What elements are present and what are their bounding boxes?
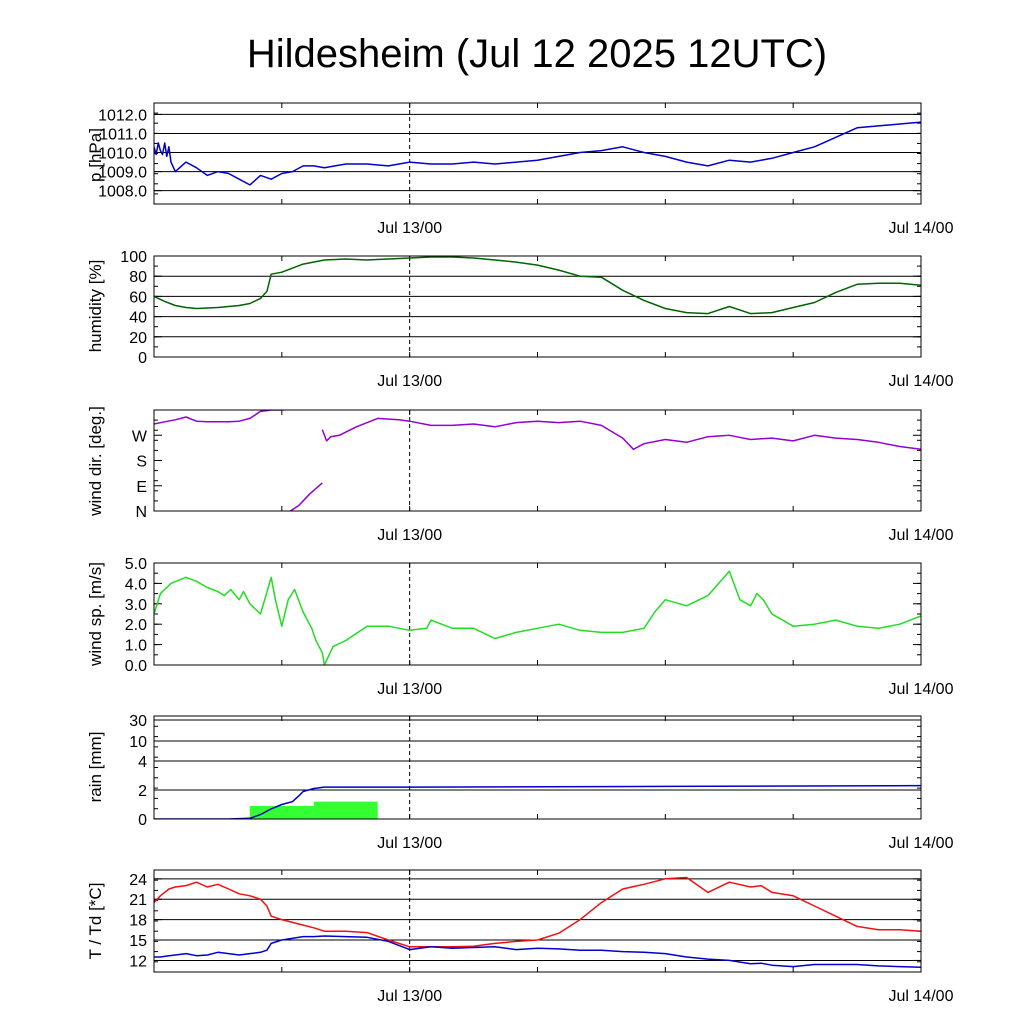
humidity-ytick-label: 60 [129, 289, 147, 306]
humidity-ylabel: humidity [%] [86, 260, 105, 353]
pressure-xtick-label: Jul 13/00 [377, 220, 442, 237]
wind_speed-ytick-label: 4.0 [125, 576, 147, 593]
wind_direction-frame [153, 409, 922, 512]
wind_direction-ytick-label: E [136, 479, 147, 496]
wind_speed-xtick-label: Jul 14/00 [889, 681, 954, 698]
wind_speed-line [154, 570, 921, 665]
rain-ytick-label: 10 [129, 734, 147, 751]
wind_direction-line-segment [321, 417, 921, 451]
rain-frame [153, 715, 922, 820]
pressure-ylabel: p [hPa] [86, 128, 105, 182]
pressure-panel: 1008.0 1009.0 1010.0 1011.0 1012.0 Jul 13/00 J… [86, 102, 954, 237]
wind_direction-ytick-label: S [136, 454, 147, 471]
temperature-xtick-label: Jul 13/00 [377, 988, 442, 1005]
wind_speed-frame [153, 562, 922, 666]
humidity-ytick-label: 100 [120, 249, 147, 266]
dewpoint-line [154, 935, 921, 968]
temperature-xtick-label: Jul 14/00 [889, 988, 954, 1005]
rain-data [154, 784, 921, 819]
pressure-frame [153, 102, 922, 205]
rain-xtick-label: Jul 13/00 [377, 835, 442, 852]
temperature-ylabel: T / Td [*C] [86, 883, 105, 960]
rain-bar [313, 801, 378, 819]
rain-xtick-label: Jul 14/00 [889, 835, 954, 852]
wind_direction-line-segment [288, 482, 323, 511]
rain-bar [249, 805, 314, 819]
wind_speed-data [154, 570, 921, 665]
rain-ytick-label: 2 [138, 783, 147, 800]
wind_speed-ytick-label: 3.0 [125, 597, 147, 614]
rain-accumulated-line [154, 784, 921, 819]
temperature-data [154, 876, 921, 968]
wind_direction-ytick-label: W [132, 428, 148, 445]
wind_speed-xtick-label: Jul 13/00 [377, 681, 442, 698]
pressure-line [154, 121, 921, 186]
rain-panel: 0 2 4 10 30 Jul 13/00 Jul 14/00 rain [mm] [86, 713, 954, 852]
wind_direction-xtick-label: Jul 14/00 [889, 527, 954, 544]
temperature-frame [153, 869, 922, 973]
humidity-frame [153, 255, 922, 358]
wind_direction-ylabel: wind dir. [deg.] [86, 406, 105, 517]
pressure-ytick-label: 1009.0 [98, 165, 147, 182]
humidity-line [154, 256, 921, 315]
temperature-ytick-label: 18 [129, 913, 147, 930]
rain-ylabel: rain [mm] [86, 732, 105, 803]
wind_direction-xtick-label: Jul 13/00 [377, 527, 442, 544]
wind_speed-ylabel: wind sp. [m/s] [86, 562, 105, 667]
humidity-xtick-label: Jul 14/00 [889, 373, 954, 390]
wind_speed-ytick-label: 5.0 [125, 556, 147, 573]
pressure-ytick-label: 1008.0 [98, 184, 147, 201]
temperature-ytick-label: 24 [129, 872, 147, 889]
wind_direction-line-segment [154, 410, 291, 425]
pressure-ytick-label: 1010.0 [98, 146, 147, 163]
pressure-ytick-label: 1011.0 [99, 126, 147, 143]
rain-ytick-label: 30 [129, 713, 147, 730]
temperature-ytick-label: 15 [129, 933, 147, 950]
temperature-panel: 12 15 18 21 24 Jul 13/00 Jul 14/00 T / Td [*C] [86, 869, 954, 1005]
pressure-data [154, 121, 921, 186]
humidity-ytick-label: 0 [138, 350, 147, 367]
wind_speed-ytick-label: 1.0 [125, 638, 147, 655]
wind_speed-ytick-label: 0.0 [125, 658, 147, 675]
pressure-ytick-label: 1012.0 [98, 107, 147, 124]
humidity-panel: 0 20 40 60 80 100 Jul 13/00 Jul 14/00 humidity [… [86, 249, 954, 390]
humidity-ytick-label: 40 [129, 310, 147, 327]
humidity-xtick-label: Jul 13/00 [377, 373, 442, 390]
temperature-line [154, 876, 921, 948]
wind_direction-ytick-label: N [135, 504, 147, 521]
pressure-xtick-label: Jul 14/00 [889, 220, 954, 237]
rain-ytick-label: 4 [138, 754, 147, 771]
chart-title: Hildesheim (Jul 12 2025 12UTC) [247, 32, 827, 76]
wind_speed-panel: 0.0 1.0 2.0 3.0 4.0 5.0 Jul 13/00 Jul 14/00 wind… [86, 556, 954, 698]
rain-ytick-label: 0 [138, 812, 147, 829]
humidity-ytick-label: 20 [129, 330, 147, 347]
humidity-data [154, 256, 921, 315]
temperature-ytick-label: 21 [129, 892, 147, 909]
wind_speed-ytick-label: 2.0 [125, 617, 147, 634]
wind_direction-data [154, 410, 921, 511]
temperature-ytick-label: 12 [129, 953, 147, 970]
humidity-ytick-label: 80 [129, 269, 147, 286]
